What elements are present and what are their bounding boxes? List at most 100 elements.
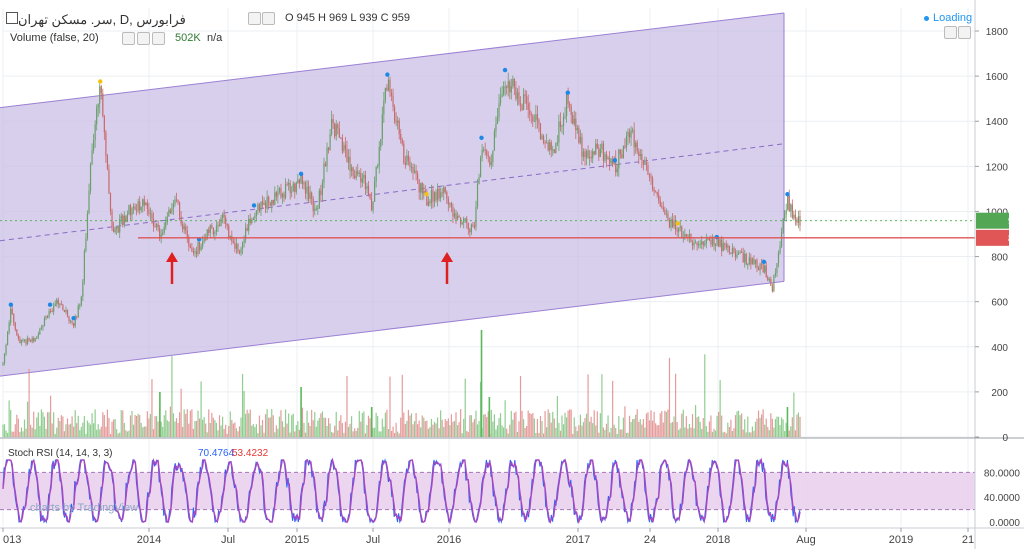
candle-body	[780, 232, 783, 247]
candle-body	[610, 158, 612, 164]
candle-body	[163, 227, 165, 233]
volume-bar	[180, 388, 182, 437]
tradingview-watermark[interactable]: charts by TradingView	[30, 502, 138, 514]
volume-bar	[42, 412, 44, 437]
candle-body	[274, 192, 276, 205]
time-tick-label: Jul	[366, 534, 380, 546]
candle-body	[134, 206, 136, 210]
volume-visibility-icon[interactable]	[122, 32, 135, 45]
volume-bar	[240, 417, 242, 437]
volume-bar	[673, 416, 675, 437]
pane-maximize-icon[interactable]	[944, 26, 957, 39]
candle-body	[151, 213, 153, 219]
regression-channel[interactable]	[0, 12, 785, 377]
volume-spike	[488, 397, 491, 437]
candle-body	[559, 121, 562, 127]
volume-bar	[570, 409, 572, 437]
candle-body	[146, 202, 148, 209]
volume-bar	[768, 430, 770, 437]
pane-restore-icon[interactable]	[958, 26, 971, 39]
signal-dot	[761, 259, 767, 265]
candle-body	[773, 275, 775, 292]
stoch-rsi-label[interactable]: Stoch RSI (14, 14, 3, 3)	[8, 448, 113, 459]
symbol-toggle-icon[interactable]	[6, 12, 18, 24]
candle-body	[463, 218, 465, 223]
candle-body	[797, 216, 800, 223]
settings-icon[interactable]	[262, 12, 275, 25]
volume-bar	[701, 428, 703, 437]
volume-bar	[217, 430, 219, 437]
candle-body	[483, 149, 485, 151]
candle-body	[34, 338, 36, 341]
volume-bar	[687, 428, 689, 437]
candle-body	[443, 187, 445, 193]
volume-bar	[784, 431, 786, 437]
volume-bar	[401, 374, 403, 437]
volume-bar	[653, 411, 655, 437]
candle-body	[2, 362, 4, 365]
volume-bar	[132, 424, 135, 437]
volume-bar	[438, 428, 440, 437]
volume-bar	[670, 422, 672, 437]
volume-bar	[719, 380, 721, 437]
volume-bar	[194, 420, 196, 437]
volume-settings-icon[interactable]	[137, 32, 150, 45]
volume-bar	[375, 412, 377, 437]
volume-bar	[326, 425, 328, 437]
symbol-title[interactable]: سر. مسکن تهران, D, فرابورس	[18, 12, 186, 27]
volume-bar	[558, 422, 560, 437]
volume-bar	[334, 425, 336, 437]
volume-bar	[57, 417, 59, 437]
candle-body	[549, 142, 551, 151]
volume-bar	[165, 410, 167, 437]
volume-bar	[456, 425, 459, 437]
volume-bar	[50, 395, 52, 437]
volume-bar	[529, 413, 531, 437]
volume-bar	[734, 415, 737, 437]
candle-body	[66, 309, 69, 317]
watermark-text: charts by TradingView	[30, 502, 139, 514]
candle-body	[478, 177, 480, 184]
volume-bar	[773, 427, 775, 437]
candle-body	[57, 299, 59, 305]
volume-bar	[363, 411, 365, 437]
candle-body	[403, 143, 405, 163]
candle-body	[240, 248, 242, 253]
stoch-d-value: 53.4232	[232, 448, 269, 459]
candle-body	[612, 158, 614, 164]
volume-bar	[450, 414, 453, 437]
volume-value: 502K	[175, 32, 201, 44]
volume-bar	[616, 433, 618, 437]
volume-close-icon[interactable]	[152, 32, 165, 45]
candle-body	[564, 116, 566, 118]
candle-body	[472, 224, 474, 226]
volume-bar	[466, 430, 468, 437]
candle-body	[30, 340, 32, 342]
volume-bar	[114, 419, 116, 437]
volume-bar	[203, 417, 205, 437]
candle-body	[7, 332, 9, 345]
candle-body	[436, 188, 439, 201]
candle-body	[415, 170, 417, 174]
candle-body	[320, 190, 322, 195]
volume-bar	[215, 422, 218, 437]
volume-label[interactable]: Volume (false, 20)	[10, 32, 99, 44]
stoch-rsi-pane[interactable]: 80.0000 40.0000 0.0000	[0, 457, 1020, 529]
candle-body	[546, 142, 548, 144]
candle-body	[655, 191, 657, 193]
annotation-lines[interactable]	[0, 220, 975, 239]
arrow-annotations[interactable]	[166, 252, 453, 284]
volume-bar	[209, 422, 211, 437]
candle-body	[94, 124, 96, 141]
visibility-icon[interactable]	[248, 12, 261, 25]
candle-body	[123, 215, 125, 226]
candle-body	[169, 209, 171, 214]
volume-bar	[380, 431, 382, 437]
volume-bar	[688, 423, 691, 437]
candle-body	[413, 170, 416, 173]
candle-body	[46, 316, 49, 318]
volume-bar	[479, 381, 482, 437]
candle-body	[651, 178, 654, 190]
